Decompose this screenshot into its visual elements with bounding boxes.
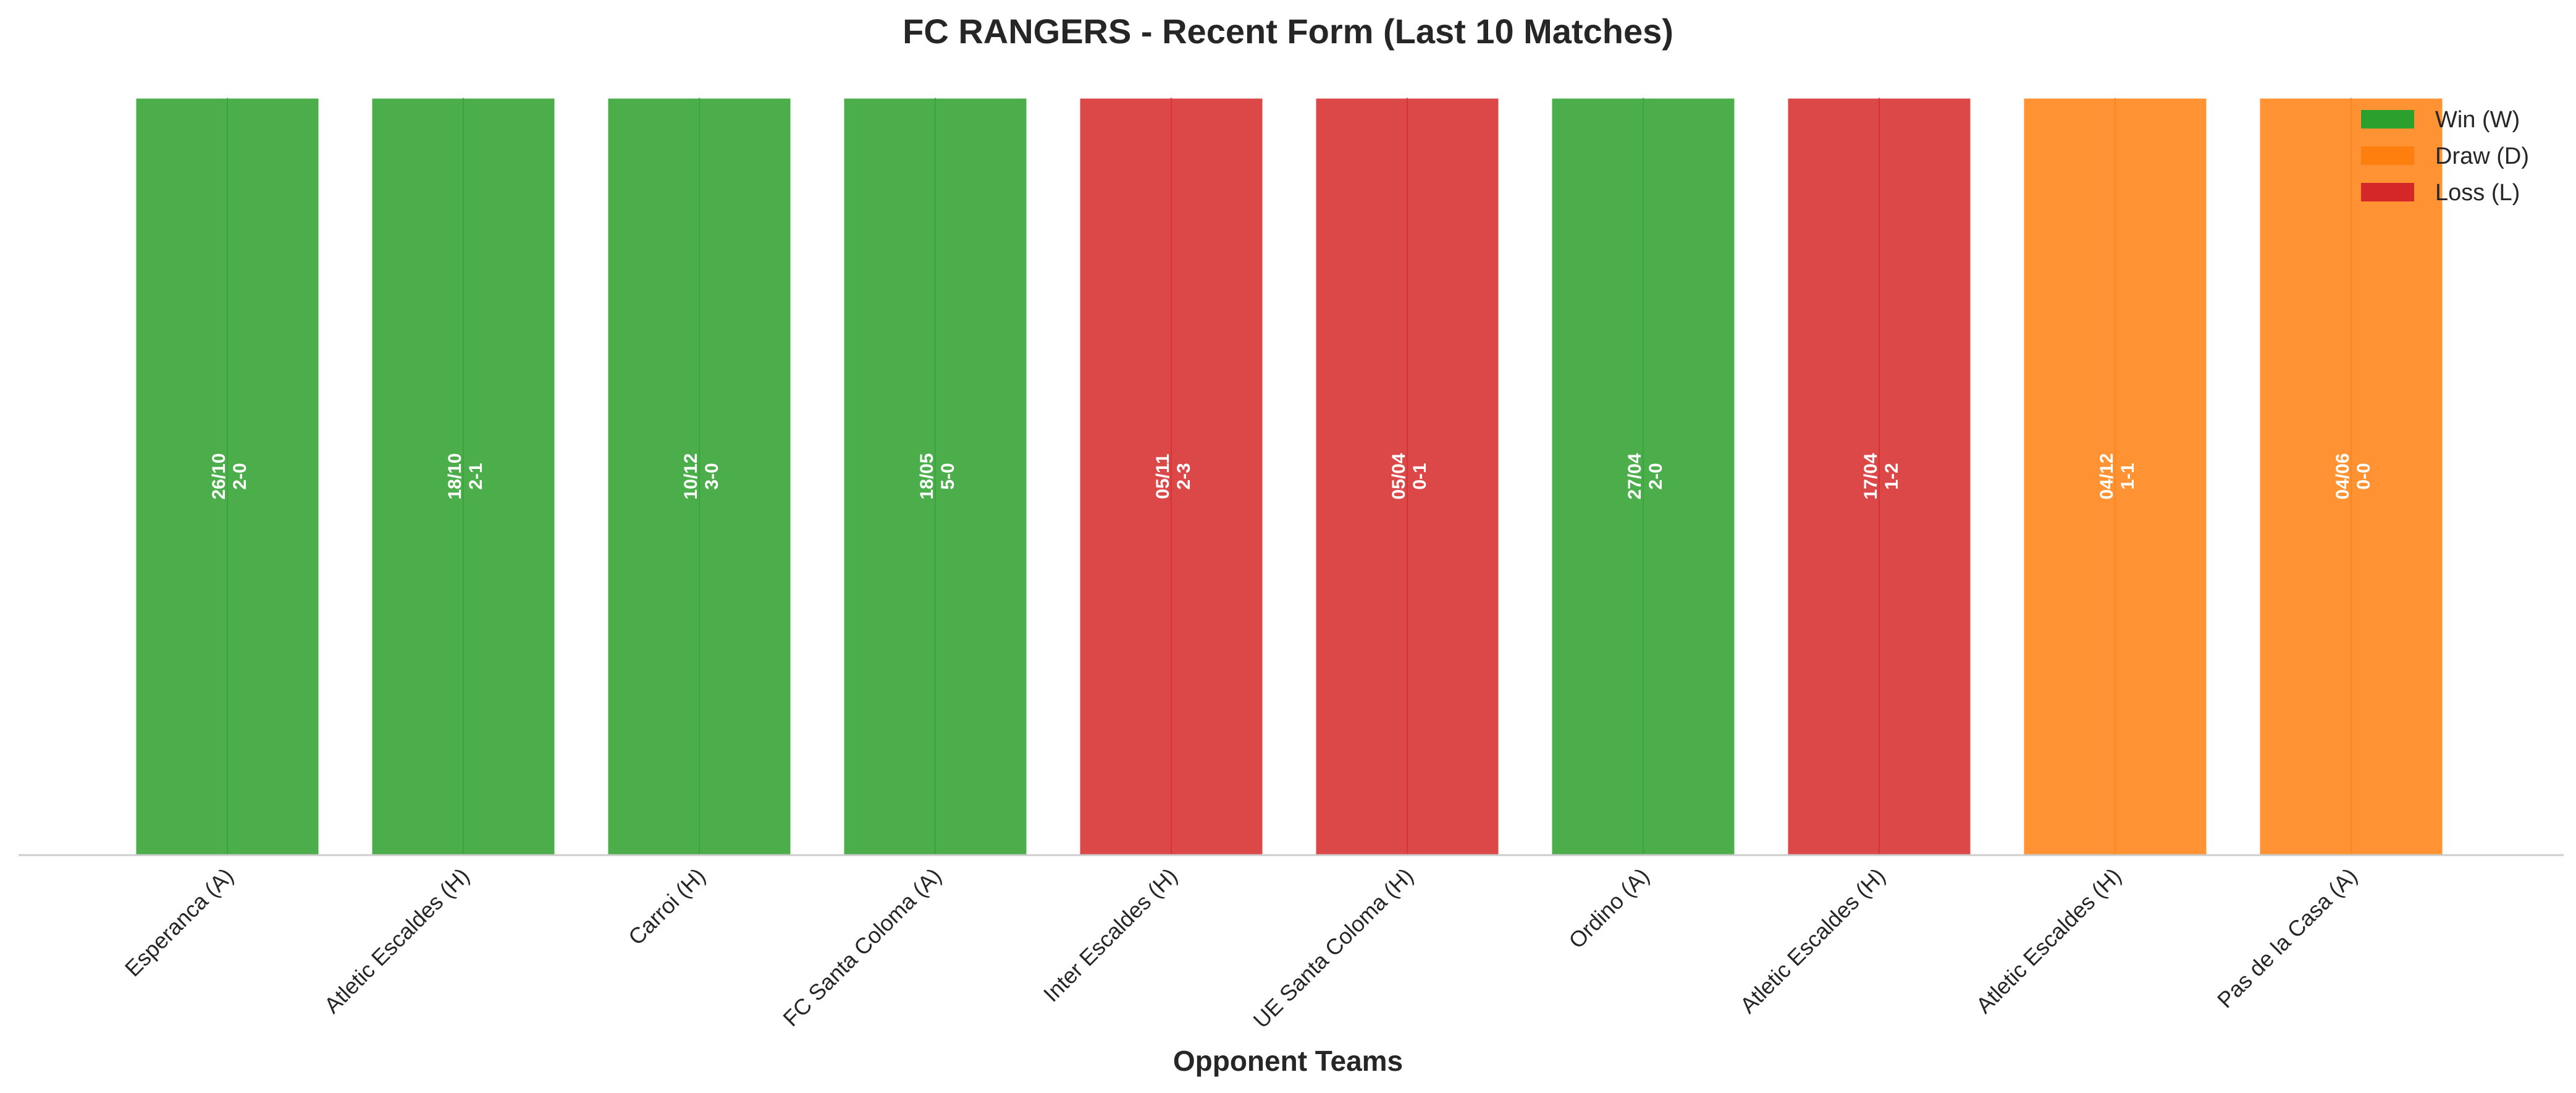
bars-group: 26/102-0 18/102-1 10/123-0 18/055-0 05/112-3… [134, 96, 2444, 856]
x-tick-label: Esperanca (A) [120, 863, 238, 982]
bar-label: 27/042-0 [1625, 453, 1666, 499]
bar-label: 26/102-0 [209, 453, 250, 499]
x-tick-label: Carroi (H) [623, 863, 710, 950]
x-tick-label: Ordino (A) [1564, 863, 1654, 953]
legend-label: Loss (L) [2435, 180, 2520, 206]
legend-label: Draw (D) [2435, 143, 2529, 169]
bar-label: 18/055-0 [917, 453, 958, 499]
x-tick-label: Atletic Escaldes (H) [319, 863, 474, 1018]
legend-swatch-l [2361, 183, 2414, 201]
x-tick-label: Inter Escaldes (H) [1038, 863, 1182, 1007]
bar-label: 17/041-2 [1861, 453, 1902, 499]
bar-label: 05/112-3 [1153, 454, 1194, 499]
x-axis-label: Opponent Teams [1173, 1045, 1403, 1077]
legend: Win (W) Draw (D) Loss (L) [2361, 107, 2529, 206]
bar-label: 04/121-1 [2097, 453, 2138, 499]
chart-title: FC RANGERS - Recent Form (Last 10 Matche… [903, 12, 1673, 51]
legend-swatch-d [2361, 146, 2414, 165]
bar-label: 05/040-1 [1389, 453, 1430, 499]
bar-label: 04/060-0 [2333, 453, 2374, 499]
x-tick-label: FC Santa Coloma (A) [778, 863, 946, 1031]
x-tick-labels: Esperanca (A) Atletic Escaldes (H) Carroi … [120, 863, 2362, 1033]
bar-label: 10/123-0 [681, 453, 722, 499]
x-tick-label: Atletic Escaldes (H) [1971, 863, 2126, 1018]
legend-swatch-w [2361, 110, 2414, 129]
x-tick-label: Pas de la Casa (A) [2212, 863, 2362, 1013]
legend-label: Win (W) [2435, 107, 2520, 133]
bar-label: 18/102-1 [445, 453, 486, 499]
x-tick-label: UE Santa Coloma (H) [1248, 863, 1418, 1033]
x-tick-label: Atletic Escaldes (H) [1735, 863, 1890, 1018]
